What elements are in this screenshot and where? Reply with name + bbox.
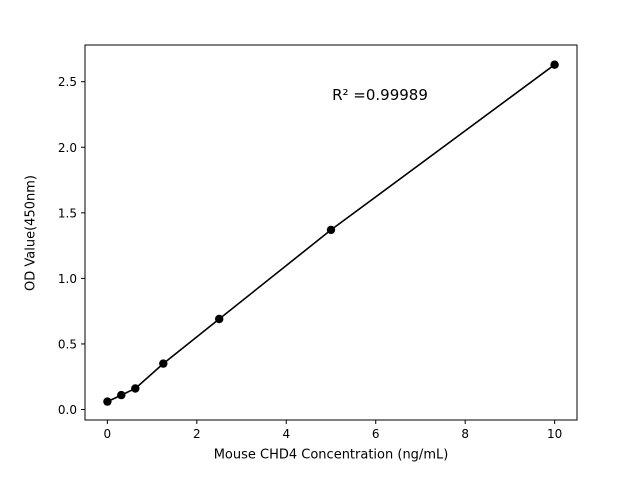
svg-text:1.0: 1.0 <box>58 272 77 286</box>
svg-text:2.5: 2.5 <box>58 75 77 89</box>
svg-text:6: 6 <box>372 427 380 441</box>
x-axis-label: Mouse CHD4 Concentration (ng/mL) <box>213 447 449 463</box>
svg-text:0: 0 <box>104 427 112 441</box>
svg-text:4: 4 <box>282 427 290 441</box>
svg-text:0.0: 0.0 <box>58 403 77 417</box>
r-squared-annotation: R² =0.99989 <box>332 86 428 104</box>
svg-text:10: 10 <box>547 427 562 441</box>
svg-text:1.5: 1.5 <box>58 206 77 220</box>
y-axis-label: OD Value(450nm) <box>23 175 39 291</box>
svg-text:2.0: 2.0 <box>58 141 77 155</box>
svg-text:8: 8 <box>461 427 469 441</box>
svg-text:2: 2 <box>193 427 201 441</box>
svg-text:0.5: 0.5 <box>58 337 77 351</box>
